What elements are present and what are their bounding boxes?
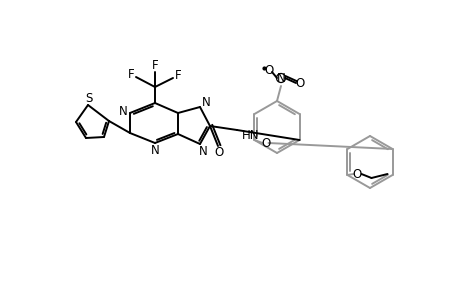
Text: S: S <box>85 92 92 104</box>
Text: N: N <box>198 145 207 158</box>
Text: HN: HN <box>241 128 259 142</box>
Text: O: O <box>214 146 223 158</box>
Text: O: O <box>352 167 361 181</box>
Text: F: F <box>174 68 181 82</box>
Text: O: O <box>295 76 304 89</box>
Text: F: F <box>128 68 134 80</box>
Text: N: N <box>276 71 285 85</box>
Text: O: O <box>264 64 273 76</box>
Text: N: N <box>201 95 210 109</box>
Text: N: N <box>118 104 127 118</box>
Text: N: N <box>150 143 159 157</box>
Text: O: O <box>261 136 270 149</box>
Text: F: F <box>151 58 158 71</box>
